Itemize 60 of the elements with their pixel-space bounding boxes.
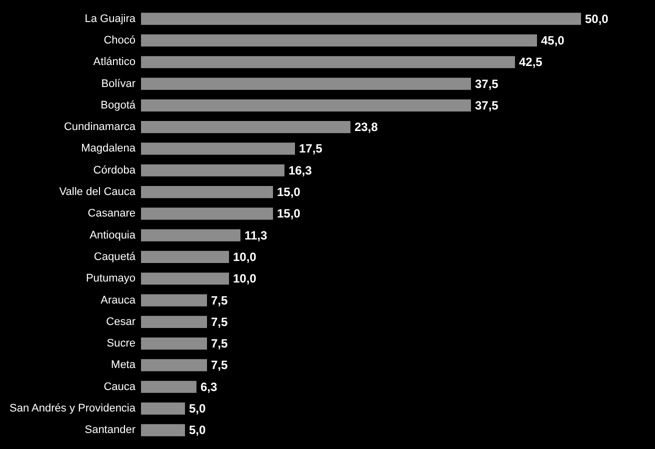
data-label: 45,0 <box>541 33 565 48</box>
data-label: 7,5 <box>211 358 228 372</box>
y-tick-label: Bolívar <box>101 78 136 90</box>
bar <box>141 78 471 90</box>
data-label: 7,5 <box>211 293 228 308</box>
data-label: 17,5 <box>299 142 323 156</box>
data-label: 7,5 <box>211 336 228 351</box>
bar <box>141 316 207 328</box>
bar <box>141 424 185 436</box>
data-label: 5,0 <box>189 423 206 438</box>
bar <box>141 338 207 350</box>
data-label: 7,5 <box>211 314 228 329</box>
data-label: 10,0 <box>233 272 257 286</box>
bar <box>141 250 229 264</box>
data-label: 37,5 <box>475 98 499 112</box>
bar <box>141 208 273 220</box>
bar <box>141 186 273 198</box>
y-tick-label: Casanare <box>88 208 136 220</box>
y-tick-label: Chocó <box>104 34 136 46</box>
y-tick-label: Cundinamarca <box>64 121 136 134</box>
bar <box>141 380 196 393</box>
y-tick-label: Magdalena <box>81 142 136 155</box>
bar <box>141 34 537 47</box>
bar <box>141 272 229 285</box>
data-label: 15,0 <box>277 206 301 221</box>
data-label: 11,3 <box>244 228 268 242</box>
bar <box>141 359 207 372</box>
y-tick-label: La Guajira <box>84 12 136 25</box>
y-tick-label: Santander <box>84 424 136 436</box>
y-tick-label: Meta <box>111 359 136 372</box>
data-label: 37,5 <box>475 76 499 91</box>
data-label: 16,3 <box>288 163 312 178</box>
y-tick-label: Sucre <box>106 338 136 350</box>
data-label: 5,0 <box>189 402 206 416</box>
y-tick-label: Bogotá <box>100 99 136 112</box>
bar <box>141 142 295 155</box>
data-label: 23,8 <box>354 120 378 134</box>
data-label: 15,0 <box>277 185 301 200</box>
bar <box>141 294 207 306</box>
y-tick-label: Valle del Cauca <box>59 186 136 198</box>
y-tick-label: Cesar <box>106 316 136 328</box>
y-tick-label: Arauca <box>100 294 136 306</box>
data-label: 6,3 <box>200 380 218 394</box>
y-tick-label: San Andrés y Providencia <box>10 402 136 415</box>
y-tick-label: Atlántico <box>93 56 136 68</box>
y-tick-label: Putumayo <box>86 272 136 285</box>
bar <box>141 12 581 25</box>
bar <box>141 121 350 134</box>
data-label: 42,5 <box>519 55 543 70</box>
bar <box>141 402 185 415</box>
y-tick-label: Antioquia <box>90 229 136 242</box>
bar <box>141 229 240 242</box>
data-label: 50,0 <box>585 12 609 26</box>
y-tick-label: Córdoba <box>93 164 136 176</box>
bar <box>141 164 284 176</box>
y-tick-label: Cauca <box>104 380 136 393</box>
bar <box>141 56 515 68</box>
y-tick-label: Caquetá <box>94 250 136 263</box>
data-label: 10,0 <box>233 250 257 264</box>
bar <box>141 99 471 112</box>
